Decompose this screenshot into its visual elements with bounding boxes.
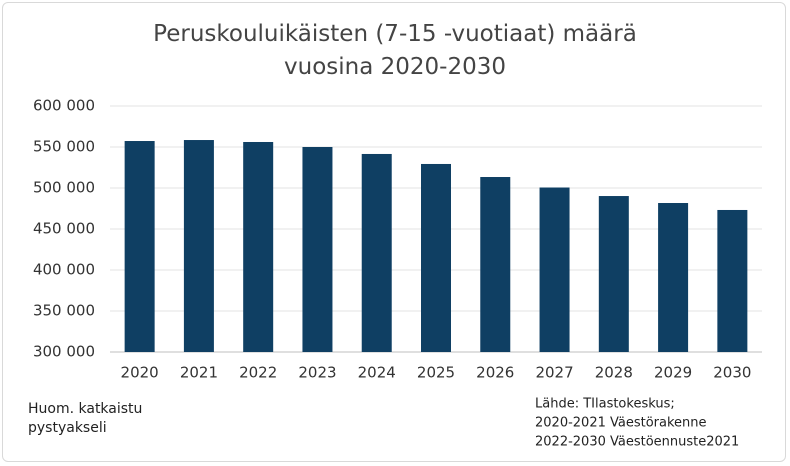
x-tick-label: 2024 xyxy=(358,364,396,382)
x-tick-label: 2027 xyxy=(535,364,573,382)
y-tick-label: 400 000 xyxy=(33,261,95,279)
y-tick-label: 450 000 xyxy=(33,220,95,238)
x-tick-label: 2023 xyxy=(298,364,336,382)
bar xyxy=(598,196,629,352)
bar xyxy=(124,141,155,352)
note: Huom. katkaistu pystyakseli xyxy=(28,401,143,436)
bar xyxy=(302,147,333,352)
chart-title: Peruskouluikäisten (7-15 -vuotiaat) määr… xyxy=(153,21,637,80)
bar xyxy=(658,203,689,352)
x-tick-label: 2021 xyxy=(180,364,218,382)
source-line: 2022-2030 Väestöennuste2021 xyxy=(535,435,739,450)
x-tick-label: 2029 xyxy=(654,364,692,382)
frame xyxy=(2,2,786,462)
source-line: Lähde: TIlastokeskus; xyxy=(535,397,675,412)
bar xyxy=(183,140,214,352)
bar xyxy=(539,187,570,352)
source-line: 2020-2021 Väestörakenne xyxy=(535,416,707,431)
bar xyxy=(243,141,274,352)
bar xyxy=(421,163,451,352)
y-tick-label: 500 000 xyxy=(33,179,95,197)
x-tick-label: 2025 xyxy=(417,364,455,382)
x-tick-label: 2030 xyxy=(713,364,751,382)
y-tick-label: 550 000 xyxy=(33,138,95,156)
x-tick-label: 2026 xyxy=(476,364,514,382)
x-tick-label: 2022 xyxy=(239,364,277,382)
y-tick-label: 600 000 xyxy=(33,97,95,115)
bar xyxy=(480,177,511,352)
bar xyxy=(361,153,392,352)
bar xyxy=(717,209,748,352)
x-tick-label: 2028 xyxy=(595,364,633,382)
x-tick-label: 2020 xyxy=(121,364,159,382)
y-tick-label: 350 000 xyxy=(33,302,95,320)
y-tick-label: 300 000 xyxy=(33,343,95,361)
